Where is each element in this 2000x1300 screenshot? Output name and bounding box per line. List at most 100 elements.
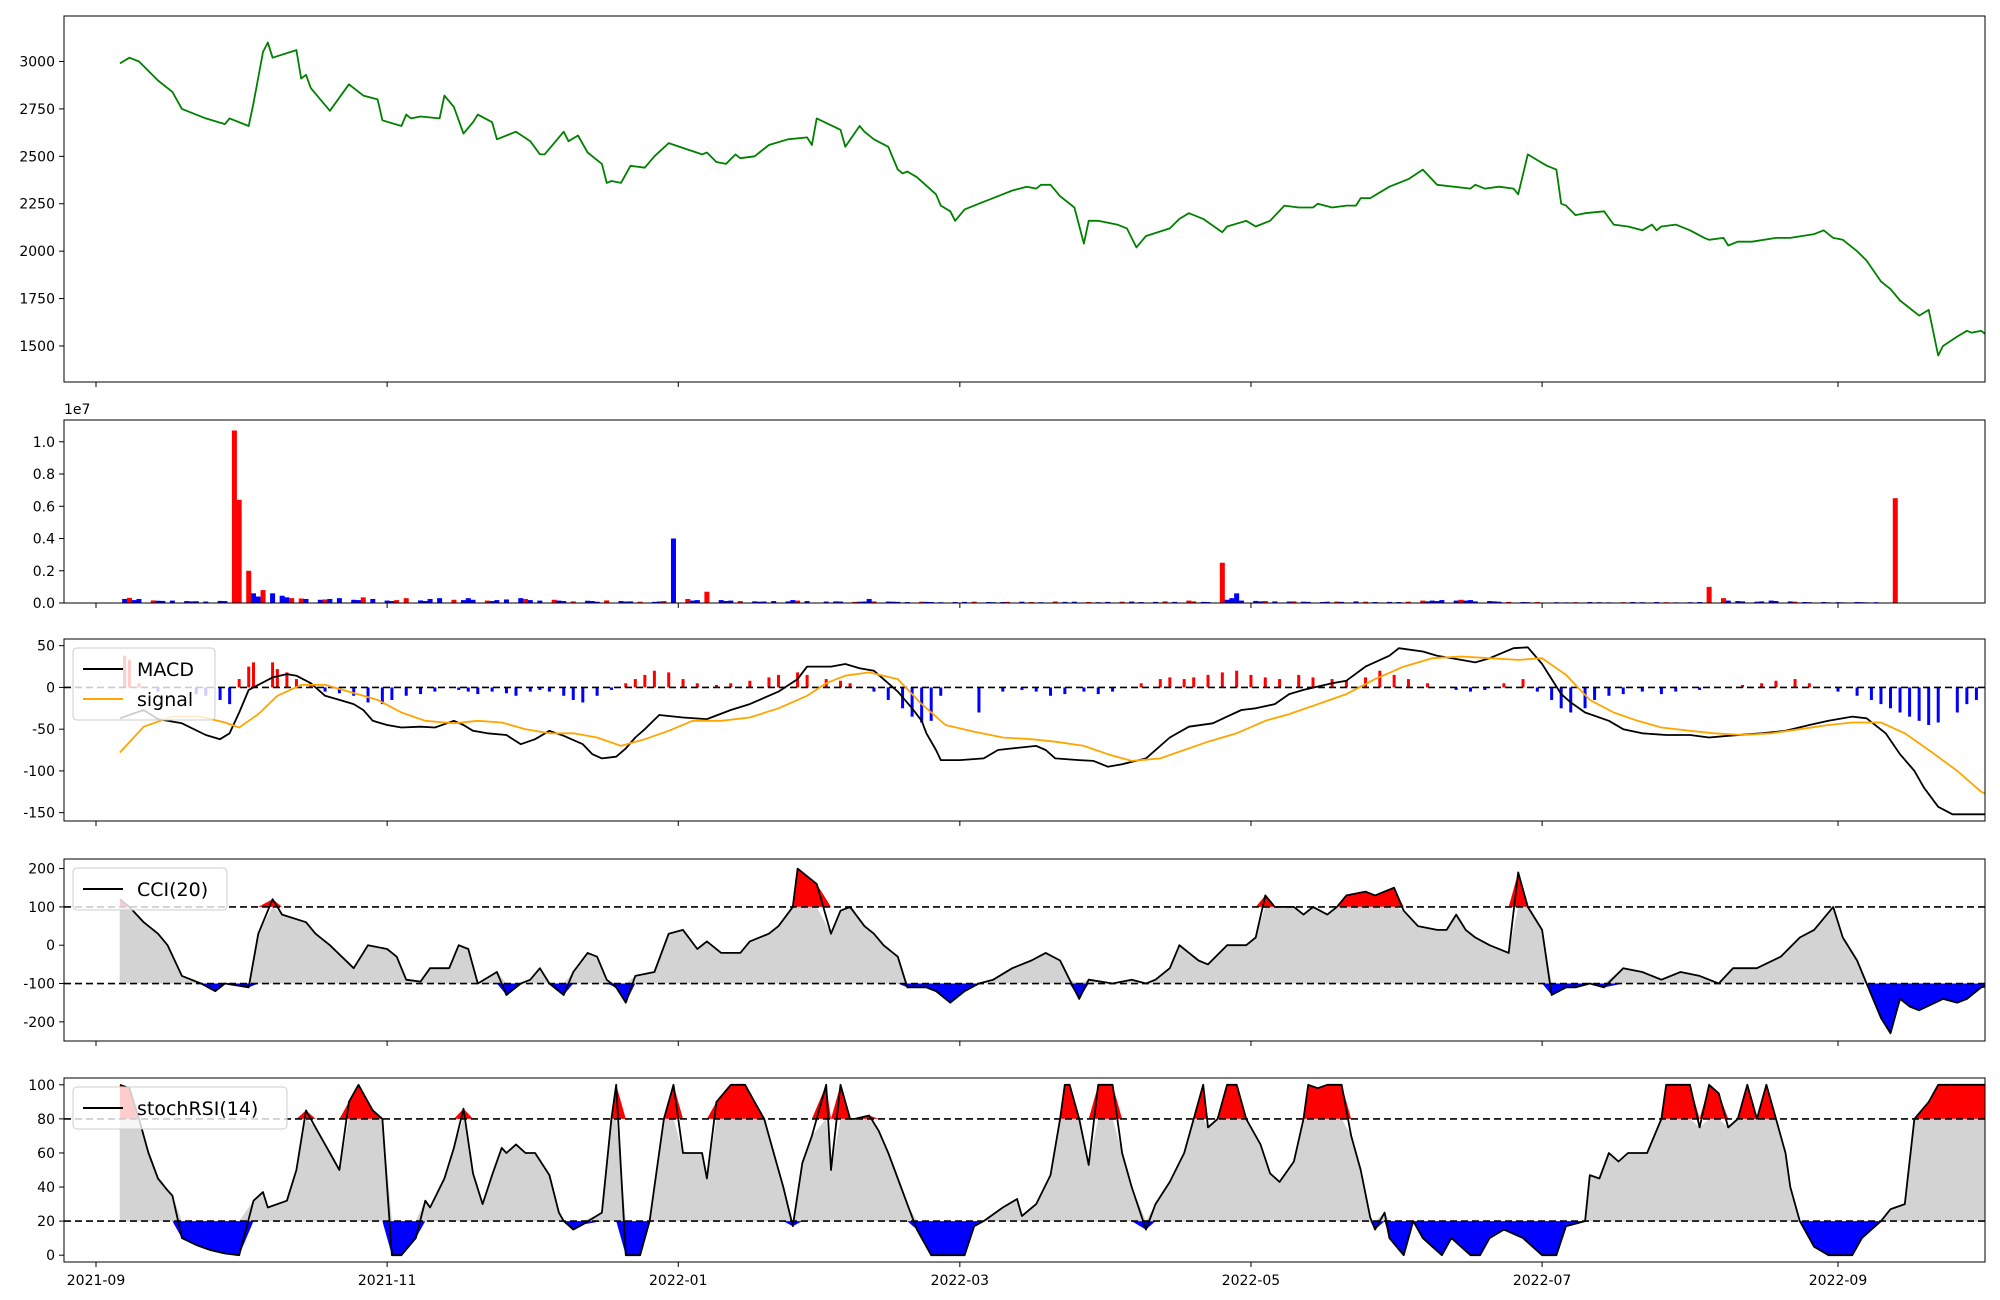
volume-bar bbox=[1291, 601, 1297, 603]
legend-label: MACD bbox=[137, 659, 194, 681]
volume-bar bbox=[255, 596, 261, 603]
panel-plot-area bbox=[122, 430, 1898, 603]
volume-bar bbox=[389, 601, 395, 603]
x-tick-label: 2022-03 bbox=[931, 1273, 990, 1289]
macd-histogram-bar bbox=[886, 687, 890, 700]
neutral-band-fill-inner bbox=[119, 906, 1985, 984]
y-tick-label: 0.6 bbox=[33, 499, 55, 515]
volume-bar bbox=[1305, 601, 1311, 603]
volume-bar bbox=[270, 593, 276, 603]
y-tick-label: 2000 bbox=[19, 244, 55, 260]
volume-bar bbox=[418, 600, 424, 603]
y-tick-label: 0.0 bbox=[33, 596, 55, 612]
y-tick-label: 100 bbox=[28, 900, 55, 916]
volume-bar bbox=[1229, 598, 1235, 603]
volume-bar bbox=[1300, 601, 1306, 603]
panel-3: -150 -100 -50 0 50 MACD signal bbox=[23, 638, 1986, 826]
volume-bar bbox=[1768, 600, 1774, 603]
macd-histogram-bar bbox=[228, 687, 232, 705]
macd-histogram-bar bbox=[1082, 687, 1086, 692]
panel-frame bbox=[63, 638, 1986, 822]
macd-histogram-bar bbox=[275, 669, 279, 688]
macd-histogram-bar bbox=[251, 662, 255, 688]
volume-bar bbox=[403, 598, 409, 603]
volume-bar bbox=[203, 601, 209, 603]
macd-histogram-bar bbox=[929, 687, 933, 721]
macd-histogram-bar bbox=[1607, 687, 1611, 696]
y-tick-label: -100 bbox=[23, 977, 55, 993]
volume-bar bbox=[260, 590, 266, 603]
volume-bar bbox=[384, 600, 390, 603]
volume-bar bbox=[322, 599, 328, 603]
x-tick-label: 2021-09 bbox=[67, 1273, 126, 1289]
macd-histogram-bar bbox=[1249, 674, 1253, 688]
volume-bar bbox=[427, 598, 433, 603]
macd-histogram-bar bbox=[476, 687, 480, 695]
legend-label: signal bbox=[137, 689, 193, 711]
volume-bar bbox=[661, 601, 667, 603]
legend-label: CCI(20) bbox=[137, 879, 208, 901]
macd-histogram-bar bbox=[571, 687, 575, 700]
volume-bar bbox=[728, 600, 734, 603]
macd-histogram-bar bbox=[1364, 677, 1368, 688]
macd-histogram-bar bbox=[323, 687, 327, 692]
y-tick-label: 1750 bbox=[19, 292, 55, 308]
volume-bar bbox=[360, 597, 366, 603]
macd-histogram-bar bbox=[1955, 687, 1959, 713]
macd-histogram-bar bbox=[1807, 683, 1811, 688]
volume-bar bbox=[317, 599, 323, 603]
volume-bar bbox=[589, 601, 595, 603]
volume-bar bbox=[422, 601, 428, 603]
macd-histogram-bar bbox=[528, 687, 532, 692]
macd-histogram-bar bbox=[237, 679, 241, 688]
macd-histogram-bar bbox=[1674, 687, 1678, 692]
panel-1: 1500 1750 2000 2250 2500 2750 3000 bbox=[19, 15, 1986, 387]
macd-histogram-bar bbox=[1426, 683, 1430, 688]
macd-histogram-bar bbox=[776, 674, 780, 688]
macd-histogram-bar bbox=[271, 662, 275, 688]
panel-plot-area bbox=[64, 867, 1985, 1035]
volume-bar bbox=[122, 598, 128, 603]
volume-bar bbox=[1434, 601, 1440, 603]
volume-bar bbox=[1754, 601, 1760, 603]
macd-histogram-bar bbox=[1936, 687, 1940, 723]
macd-histogram-bar bbox=[504, 687, 508, 694]
volume-bar bbox=[527, 600, 533, 603]
series-line-stochrsi-14- bbox=[119, 1083, 1985, 1257]
volume-bar bbox=[656, 601, 662, 603]
volume-bar bbox=[1172, 601, 1178, 603]
volume-bar bbox=[1735, 601, 1741, 603]
volume-bar bbox=[1740, 601, 1746, 603]
macd-histogram-bar bbox=[652, 670, 656, 688]
volume-bar bbox=[795, 600, 801, 603]
macd-histogram-bar bbox=[839, 680, 843, 688]
y-tick-label: 1500 bbox=[19, 339, 55, 355]
series-line-signal bbox=[119, 655, 1985, 795]
volume-bar bbox=[1019, 601, 1025, 603]
y-tick-label: -200 bbox=[23, 1015, 55, 1031]
volume-bar bbox=[1429, 600, 1435, 603]
panel-frame bbox=[63, 858, 1986, 1042]
volume-bar bbox=[279, 595, 285, 603]
volume-bar bbox=[136, 598, 142, 603]
volume-bar bbox=[1153, 601, 1159, 603]
volume-bar bbox=[752, 601, 758, 603]
y-tick-label: 60 bbox=[37, 1146, 55, 1162]
macd-histogram-bar bbox=[681, 679, 685, 688]
macd-histogram-bar bbox=[466, 687, 470, 692]
y-tick-label: 80 bbox=[37, 1112, 55, 1128]
y-tick-label: 1.0 bbox=[33, 435, 55, 451]
volume-bar bbox=[1234, 593, 1240, 603]
macd-histogram-bar bbox=[1182, 679, 1186, 688]
volume-bar bbox=[126, 597, 132, 603]
macd-histogram-bar bbox=[390, 687, 394, 700]
macd-histogram-bar bbox=[714, 684, 718, 688]
volume-bar bbox=[551, 599, 557, 603]
macd-histogram-bar bbox=[1378, 670, 1382, 688]
volume-bar bbox=[231, 430, 237, 603]
volume-bar bbox=[184, 601, 190, 603]
volume-bar bbox=[690, 600, 696, 603]
macd-histogram-bar bbox=[1020, 687, 1024, 690]
macd-histogram-bar bbox=[1550, 687, 1554, 700]
